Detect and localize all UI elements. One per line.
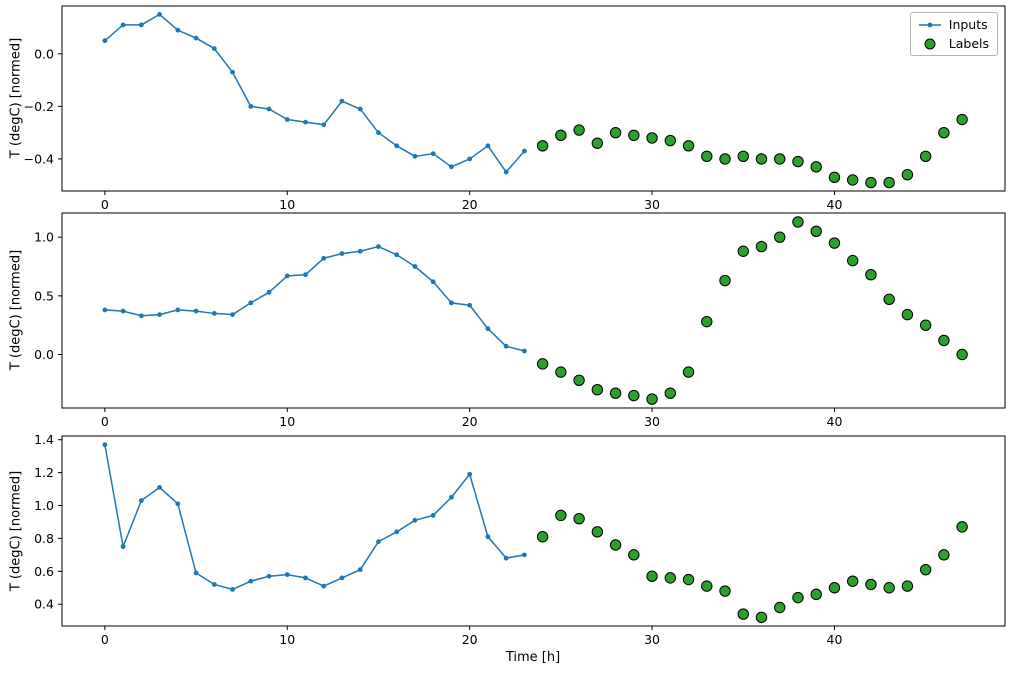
svg-text:20: 20 [462, 414, 478, 429]
svg-text:30: 30 [644, 632, 660, 647]
svg-text:0.8: 0.8 [34, 531, 54, 546]
svg-text:20: 20 [462, 197, 478, 212]
legend-item-inputs: Inputs [917, 16, 989, 33]
svg-text:40: 40 [827, 197, 843, 212]
svg-text:10: 10 [279, 632, 295, 647]
inputs-line-icon [918, 22, 941, 27]
svg-text:−0.2: −0.2 [24, 99, 54, 114]
y-axis-label-top: T (degC) [normed] [8, 37, 24, 159]
svg-text:0.4: 0.4 [34, 597, 54, 612]
svg-text:10: 10 [279, 197, 295, 212]
svg-text:40: 40 [827, 414, 843, 429]
svg-text:−0.4: −0.4 [24, 151, 54, 166]
svg-text:30: 30 [644, 414, 660, 429]
svg-text:0: 0 [101, 414, 109, 429]
svg-text:0: 0 [101, 632, 109, 647]
y-axis-label-middle: T (degC) [normed] [8, 249, 24, 371]
svg-text:0.6: 0.6 [34, 564, 54, 579]
svg-text:30: 30 [644, 197, 660, 212]
svg-text:0.0: 0.0 [34, 347, 54, 362]
svg-text:0.0: 0.0 [34, 46, 54, 61]
y-axis-label-bottom: T (degC) [normed] [8, 470, 24, 592]
svg-text:1.4: 1.4 [34, 432, 54, 447]
x-axis-label: Time [h] [505, 650, 561, 665]
labels-circle-icon [924, 38, 936, 49]
svg-text:0: 0 [101, 197, 109, 212]
svg-text:20: 20 [462, 632, 478, 647]
legend: Inputs Labels [909, 12, 998, 56]
svg-text:1.0: 1.0 [34, 498, 54, 513]
svg-text:40: 40 [827, 632, 843, 647]
legend-label-inputs: Inputs [948, 17, 988, 32]
svg-text:1.2: 1.2 [34, 465, 54, 480]
svg-text:0.5: 0.5 [34, 288, 54, 303]
svg-text:1.0: 1.0 [34, 230, 54, 245]
legend-item-labels: Labels [917, 35, 989, 52]
svg-text:10: 10 [279, 414, 295, 429]
legend-label-labels: Labels [948, 36, 989, 51]
